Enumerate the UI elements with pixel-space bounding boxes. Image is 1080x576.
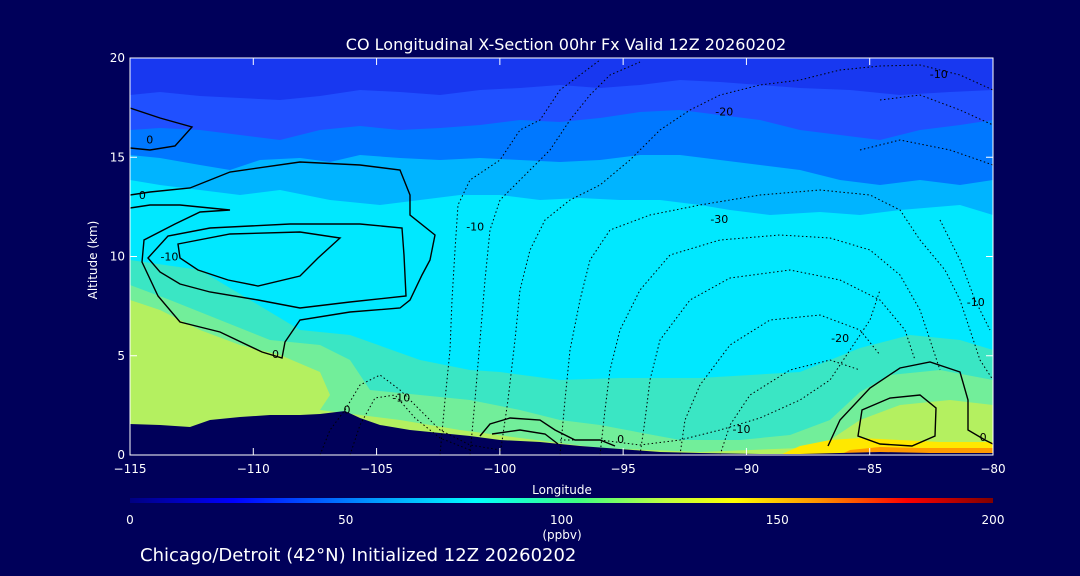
- contour-label: -20: [831, 332, 849, 345]
- chart-subtitle: Chicago/Detroit (42°N) Initialized 12Z 2…: [140, 545, 576, 566]
- colorbar-tick-label: 50: [338, 513, 353, 527]
- contour-zero-west: [130, 161, 436, 359]
- dotted-contour-14: [939, 219, 991, 331]
- co-anomaly-contours: [130, 59, 993, 455]
- contour-label: 0: [272, 348, 279, 361]
- colorbar-units: (ppbv): [542, 528, 581, 542]
- y-axis-label: Altitude (km): [86, 221, 100, 300]
- contour-zero-upper-left: [130, 107, 194, 151]
- contour-label: -10: [160, 251, 178, 264]
- dotted-contour-5: [499, 64, 993, 455]
- x-tick-label: −110: [237, 462, 270, 476]
- dotted-contour-2: [349, 394, 471, 455]
- contour-label: -30: [710, 213, 728, 226]
- dotted-contour-4: [469, 61, 641, 455]
- contour-label: -10: [733, 423, 751, 436]
- contour-zero-inner-2: [177, 231, 342, 287]
- x-tick-label: −95: [610, 462, 635, 476]
- x-tick-label: −80: [980, 462, 1005, 476]
- colorbar-tick-label: 0: [126, 513, 134, 527]
- contour-label: -10: [466, 221, 484, 234]
- colorbar-ticks: 0 50 100 150 200: [126, 513, 1004, 527]
- colorbar-tick-label: 150: [766, 513, 789, 527]
- dotted-contour-3: [439, 59, 601, 455]
- dotted-contour-9: [679, 314, 881, 455]
- dotted-contour-12: [879, 94, 993, 126]
- dotted-contour-13: [859, 139, 993, 166]
- x-tick-label: −105: [360, 462, 393, 476]
- contour-label: 0: [980, 431, 987, 444]
- y-tick-label: 10: [110, 250, 125, 264]
- contour-label: 0: [139, 189, 146, 202]
- x-axis-label: Longitude: [532, 483, 592, 497]
- contour-zero-east-inner: [857, 394, 937, 447]
- colorbar-tick-label: 200: [982, 513, 1005, 527]
- contour-zero-valley-inner: [491, 429, 559, 445]
- contour-label: -10: [967, 296, 985, 309]
- contour-zero-east: [827, 361, 993, 447]
- contour-label: 0: [343, 403, 350, 416]
- y-axis: 0 5 10 15 20: [110, 51, 993, 462]
- terrain-mask: [130, 411, 993, 455]
- colorbar-tick-label: 100: [550, 513, 573, 527]
- co-concentration-field: [130, 58, 993, 455]
- x-tick-label: −115: [114, 462, 147, 476]
- contour-label: -20: [715, 106, 733, 119]
- y-tick-label: 5: [117, 349, 125, 363]
- field-band-upper-deepblue: [130, 58, 993, 100]
- contour-label: 0: [146, 133, 153, 146]
- solid-contours: [130, 107, 993, 447]
- y-tick-label: 0: [117, 448, 125, 462]
- contour-labels: 0 0 0 0 0 0 -10 -10 -10 -10 -10 -10 -20 -20 -30: [139, 68, 987, 446]
- y-tick-label: 20: [110, 51, 125, 65]
- contour-label: -10: [930, 68, 948, 81]
- dotted-contour-8: [639, 269, 916, 455]
- dotted-contours: [319, 59, 993, 455]
- contour-label: -10: [392, 391, 410, 404]
- x-tick-label: −90: [734, 462, 759, 476]
- colorbar: [130, 498, 993, 503]
- chart-title: CO Longitudinal X-Section 00hr Fx Valid …: [346, 35, 786, 54]
- y-tick-label: 15: [110, 150, 125, 164]
- contour-label: 0: [617, 433, 624, 446]
- x-axis: −115 −110 −105 −100 −95 −90 −85 −80: [114, 58, 1006, 476]
- contour-zero-valley: [479, 417, 616, 447]
- dotted-contour-7: [599, 234, 941, 455]
- x-tick-label: −100: [483, 462, 516, 476]
- x-tick-label: −85: [857, 462, 882, 476]
- dotted-contour-10: [719, 359, 861, 455]
- contour-zero-inner: [147, 223, 407, 309]
